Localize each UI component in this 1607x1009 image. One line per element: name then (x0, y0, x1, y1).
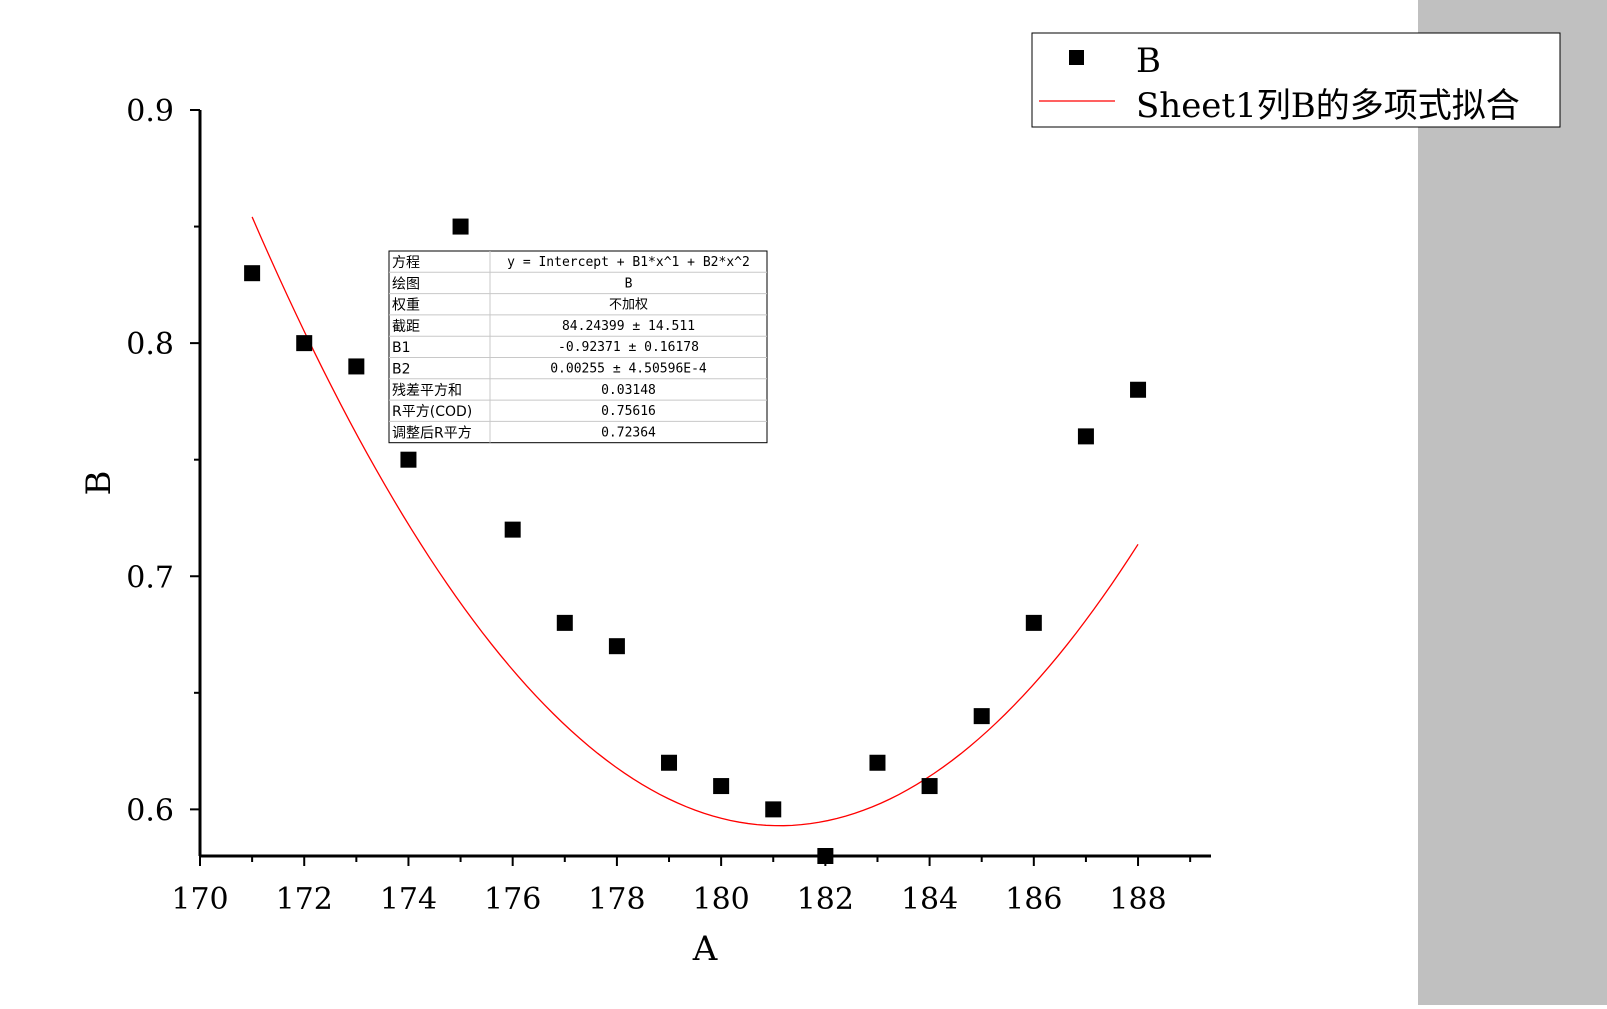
data-point (869, 754, 886, 771)
stats-row-label: B1 (392, 340, 411, 356)
data-point (1130, 381, 1147, 398)
stats-row-value: -0.92371 ± 0.16178 (558, 340, 699, 355)
stats-row-label: R平方(COD) (392, 404, 472, 420)
stats-row-value: 不加权 (609, 297, 648, 313)
stats-row-value: 0.03148 (601, 383, 656, 398)
fit-line (251, 216, 1139, 827)
stats-row-label: 方程 (392, 255, 420, 271)
data-point (1077, 428, 1094, 445)
data-point (973, 708, 990, 725)
x-tick-label: 180 (693, 882, 750, 917)
y-axis-label: B (79, 471, 119, 496)
x-tick-label: 176 (484, 882, 541, 917)
x-tick-label: 188 (1109, 882, 1166, 917)
data-points (244, 218, 1147, 864)
scatter-chart: 170 172 174 176 178 180 182 184 186 188 0.6 0.7 0.8 0… (79, 94, 1211, 969)
data-point (452, 218, 469, 235)
data-point (713, 778, 730, 795)
axes: 170 172 174 176 178 180 182 184 186 188 0.6 0.7 0.8 0… (126, 94, 1211, 917)
data-point (1025, 614, 1042, 631)
x-tick-label: 186 (1005, 882, 1062, 917)
x-tick-label: 172 (276, 882, 333, 917)
stats-row-value: 84.24399 ± 14.511 (562, 319, 695, 334)
stats-table-frame (388, 250, 768, 444)
y-tick-label: 0.8 (126, 327, 174, 362)
x-tick-label: 178 (588, 882, 645, 917)
stats-row-value: y = Intercept + B1*x^1 + B2*x^2 (507, 255, 750, 270)
y-tick-label: 0.6 (126, 793, 174, 828)
stats-row-value: 0.00255 ± 4.50596E-4 (550, 362, 707, 377)
stats-row-value: 0.72364 (601, 425, 656, 440)
stats-row-label: B2 (392, 362, 411, 378)
data-point (608, 638, 625, 655)
stats-row-label: 截距 (392, 319, 420, 335)
x-tick-label: 174 (380, 882, 437, 917)
y-tick-label: 0.7 (126, 560, 174, 595)
data-point (661, 754, 678, 771)
fit-line-group (251, 216, 1139, 827)
data-point (400, 451, 417, 468)
x-tick-label: 170 (171, 882, 228, 917)
data-point (504, 521, 521, 538)
data-point (244, 265, 261, 282)
x-tick-label: 182 (797, 882, 854, 917)
x-axis-label: A (692, 929, 718, 969)
data-point (348, 358, 365, 375)
y-tick-label: 0.9 (126, 94, 174, 129)
stats-row-value: B (625, 276, 633, 291)
data-point (765, 801, 782, 818)
data-point (921, 778, 938, 795)
stats-row-label: 权重 (392, 298, 420, 314)
stats-row-label: 绘图 (392, 276, 420, 292)
stats-row-value: 0.75616 (601, 404, 656, 419)
data-point (817, 848, 834, 864)
data-point (556, 614, 573, 631)
side-panel (1418, 0, 1607, 1005)
fit-stats-table: 方程 y = Intercept + B1*x^1 + B2*x^2 绘图 B 权重 不加… (388, 250, 768, 444)
stats-row-label: 残差平方和 (392, 383, 462, 399)
stats-row-label: 调整后R平方 (392, 425, 472, 441)
x-tick-label: 184 (901, 882, 958, 917)
data-point (296, 335, 313, 352)
